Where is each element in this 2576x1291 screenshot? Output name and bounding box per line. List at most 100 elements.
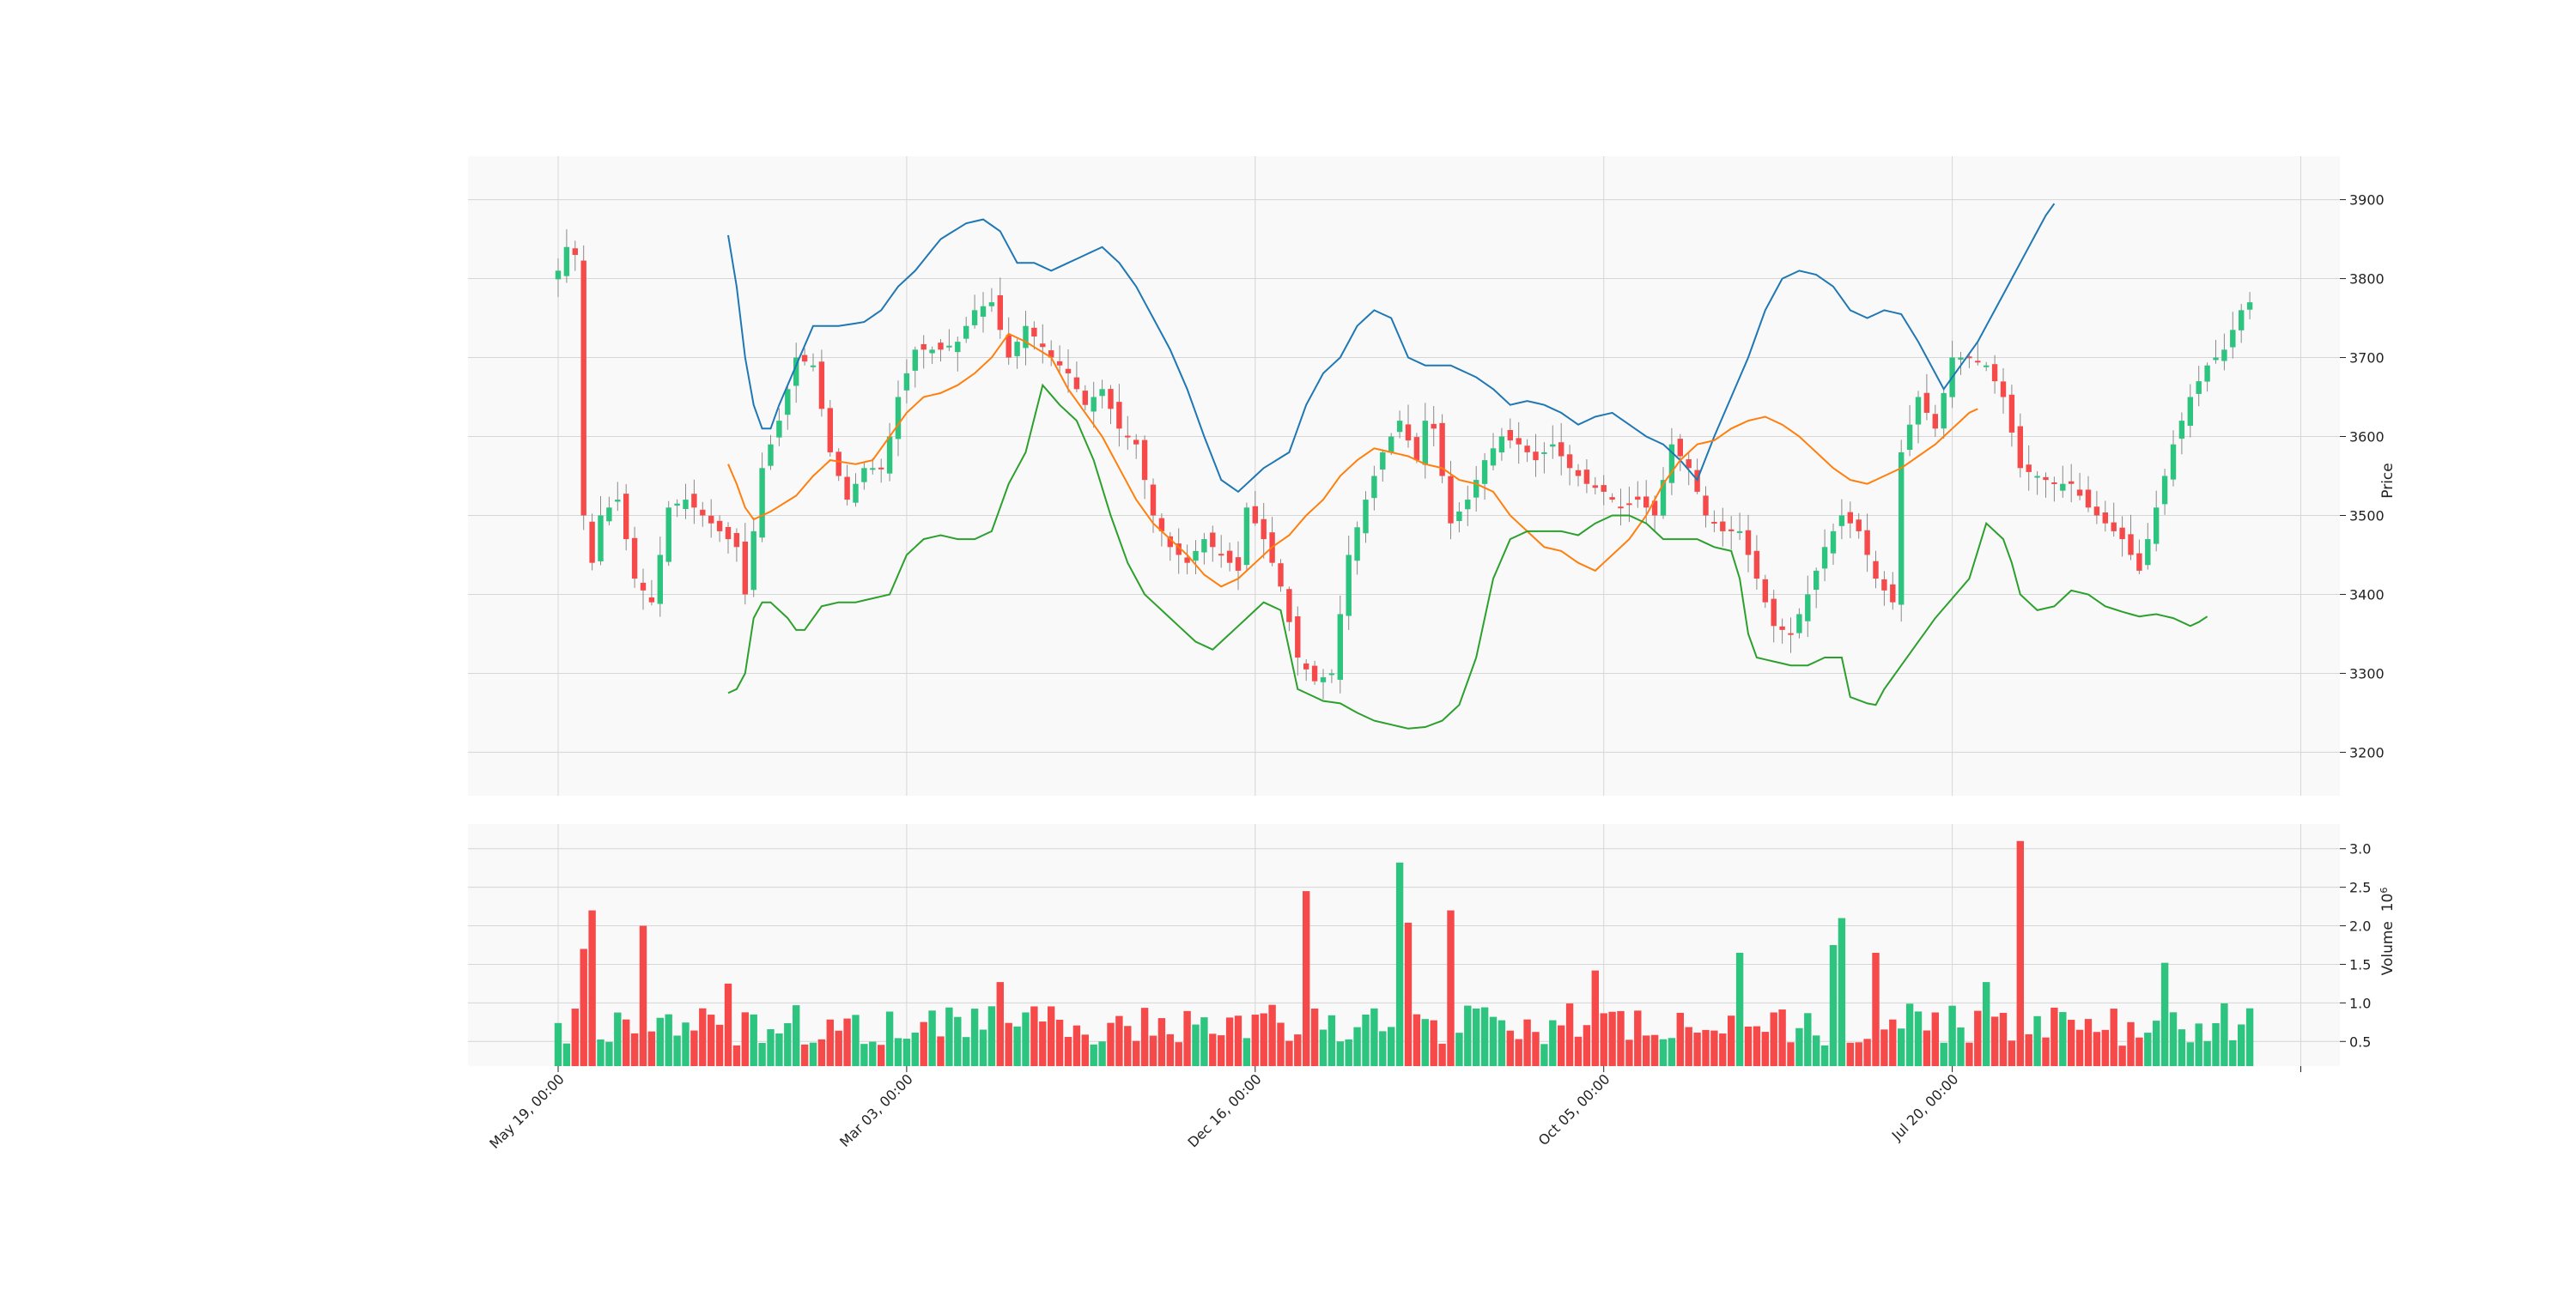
- candle-body-188: [2154, 507, 2160, 544]
- candle-body-72: [1167, 536, 1173, 548]
- candle-body-29: [801, 355, 808, 362]
- candle-body-7: [615, 500, 621, 502]
- candle-body-32: [827, 408, 833, 452]
- volume-bar-49: [970, 1009, 979, 1066]
- volume-bar-34: [843, 1018, 851, 1066]
- volume-bar-71: [1157, 1018, 1166, 1066]
- volume-bar-185: [2127, 1021, 2135, 1066]
- candle-body-56: [1031, 327, 1037, 337]
- candle-body-172: [2017, 426, 2023, 469]
- candle-body-62: [1082, 391, 1088, 405]
- candle-body-20: [725, 526, 732, 540]
- volume-bar-150: [1829, 945, 1838, 1066]
- candle-body-65: [1108, 389, 1114, 409]
- candle-body-58: [1048, 350, 1054, 358]
- volume-bar-160: [1914, 1011, 1923, 1066]
- candle-body-104: [1439, 422, 1445, 476]
- volume-bar-14: [673, 1035, 681, 1066]
- candle-body-82: [1252, 506, 1258, 524]
- volume-bar-52: [996, 982, 1004, 1066]
- candle-body-59: [1056, 361, 1063, 366]
- volume-ytick-label-4: 2.5: [2349, 880, 2371, 896]
- candle-body-91: [1328, 673, 1335, 676]
- volume-bar-182: [2101, 1029, 2109, 1066]
- volume-bar-39: [885, 1011, 894, 1066]
- candle-body-73: [1176, 543, 1182, 555]
- volume-bar-41: [902, 1039, 911, 1066]
- candle-body-0: [555, 270, 562, 280]
- volume-bar-193: [2195, 1023, 2202, 1066]
- candle-body-105: [1448, 476, 1454, 524]
- volume-bar-136: [1710, 1030, 1718, 1066]
- volume-bar-183: [2110, 1009, 2117, 1066]
- volume-bar-30: [809, 1042, 817, 1066]
- volume-bar-119: [1565, 1003, 1574, 1066]
- volume-bar-142: [1761, 1032, 1769, 1066]
- candle-body-146: [1796, 614, 1802, 633]
- candle-body-124: [1609, 497, 1615, 500]
- volume-bar-199: [2245, 1008, 2254, 1066]
- volume-bar-167: [1974, 1010, 1982, 1066]
- candle-body-174: [2034, 476, 2040, 478]
- volume-bar-109: [1480, 1007, 1489, 1066]
- volume-bar-28: [793, 1005, 800, 1066]
- candle-body-143: [1771, 598, 1777, 627]
- candle-body-94: [1354, 527, 1360, 561]
- candle-body-99: [1396, 421, 1403, 433]
- volume-bar-40: [894, 1038, 902, 1066]
- volume-bar-170: [1999, 1012, 2008, 1066]
- volume-bar-152: [1846, 1042, 1854, 1066]
- volume-bar-139: [1735, 952, 1744, 1066]
- candle-body-76: [1201, 539, 1207, 553]
- volume-bar-164: [1948, 1005, 1956, 1066]
- bollinger-bands: [727, 203, 2208, 730]
- volume-bar-1: [562, 1043, 571, 1066]
- candle-body-43: [920, 344, 927, 350]
- candle-body-85: [1278, 563, 1284, 587]
- candle-body-17: [700, 509, 706, 516]
- candle-body-98: [1388, 436, 1394, 452]
- volume-bar-12: [656, 1017, 664, 1066]
- volume-panel-background: [468, 824, 2340, 1066]
- volume-bar-187: [2144, 1033, 2152, 1066]
- volume-bar-171: [2008, 1040, 2016, 1066]
- candle-body-47: [955, 342, 961, 353]
- candle-body-141: [1753, 550, 1760, 579]
- candle-body-151: [1838, 515, 1845, 526]
- candle-body-142: [1762, 579, 1768, 603]
- candle-body-87: [1295, 616, 1301, 658]
- price-ytick-label-7: 3900: [2349, 192, 2385, 209]
- candle-body-163: [1941, 392, 1947, 429]
- candle-body-77: [1210, 532, 1216, 548]
- volume-bar-99: [1395, 862, 1404, 1066]
- volume-bar-162: [1931, 1012, 1939, 1066]
- volume-bar-9: [630, 1033, 639, 1066]
- candle-body-74: [1184, 557, 1190, 563]
- price-panel-background: [468, 156, 2340, 796]
- candle-body-185: [2128, 534, 2134, 555]
- candle-body-148: [1814, 570, 1820, 591]
- candle-body-95: [1363, 500, 1369, 534]
- volume-bar-184: [2118, 1046, 2126, 1066]
- candle-body-109: [1481, 460, 1488, 484]
- volume-bar-138: [1728, 1015, 1735, 1066]
- volume-bar-158: [1898, 1028, 1905, 1066]
- volume-bar-91: [1327, 1015, 1336, 1066]
- volume-bar-186: [2136, 1037, 2143, 1066]
- candle-body-103: [1431, 423, 1437, 429]
- x-tick-label-1: Mar 03, 00:00: [836, 1070, 916, 1150]
- candle-body-132: [1677, 439, 1683, 457]
- candle-body-78: [1218, 554, 1224, 556]
- volume-bar-111: [1498, 1020, 1506, 1066]
- candle-body-42: [912, 349, 918, 371]
- volume-bar-85: [1277, 1022, 1285, 1066]
- candle-body-156: [1881, 579, 1887, 591]
- volume-bar-144: [1778, 1009, 1786, 1066]
- volume-bar-63: [1090, 1044, 1097, 1066]
- candle-body-166: [1966, 356, 1972, 359]
- volume-bar-53: [1005, 1022, 1012, 1066]
- volume-bar-125: [1617, 1010, 1625, 1066]
- candle-body-133: [1686, 459, 1692, 469]
- volume-bar-86: [1285, 1040, 1293, 1066]
